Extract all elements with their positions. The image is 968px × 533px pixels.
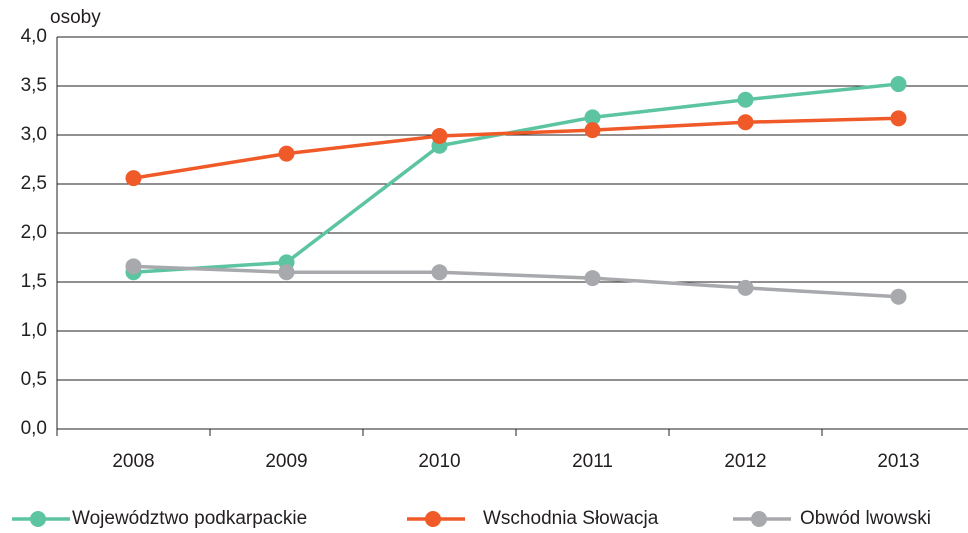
point [431, 264, 448, 281]
series-line [133, 82, 899, 274]
point [737, 114, 754, 131]
y-tick-label: 2,5 [21, 173, 47, 194]
y-tick-label: 3,5 [21, 75, 47, 96]
point [584, 270, 601, 287]
y-tick-label: 4,0 [21, 26, 47, 47]
point [125, 170, 142, 187]
x-tick-label: 2010 [418, 451, 460, 472]
point [431, 127, 448, 144]
x-tick-label: 2009 [265, 451, 307, 472]
point [278, 145, 295, 162]
y-tick-label: 1,5 [21, 271, 47, 292]
legend-label: Wschodnia Słowacja [483, 508, 659, 529]
point [737, 279, 754, 296]
series-line [133, 264, 899, 299]
point [890, 288, 907, 305]
series-line [133, 116, 899, 180]
legend-marker [30, 511, 46, 527]
y-tick-label: 2,0 [21, 222, 47, 243]
point [890, 76, 907, 93]
y-tick-label: 0,5 [21, 369, 47, 390]
legend-marker [751, 511, 767, 527]
legend-label: Województwo podkarpackie [72, 508, 307, 529]
y-tick-label: 1,0 [21, 320, 47, 341]
y-tick-label: 0,0 [21, 418, 47, 439]
y-axis-label: osoby [50, 7, 101, 28]
point [278, 264, 295, 281]
y-tick-label: 3,0 [21, 124, 47, 145]
x-tick-label: 2012 [724, 451, 766, 472]
x-tick-label: 2008 [112, 451, 154, 472]
x-tick-label: 2011 [572, 451, 613, 472]
legend-label: Obwód lwowski [800, 508, 931, 529]
point [584, 122, 601, 139]
point [584, 109, 601, 126]
point [125, 258, 142, 275]
x-tick-label: 2013 [877, 451, 919, 472]
legend-marker [425, 511, 441, 527]
point [737, 91, 754, 108]
point [890, 110, 907, 127]
